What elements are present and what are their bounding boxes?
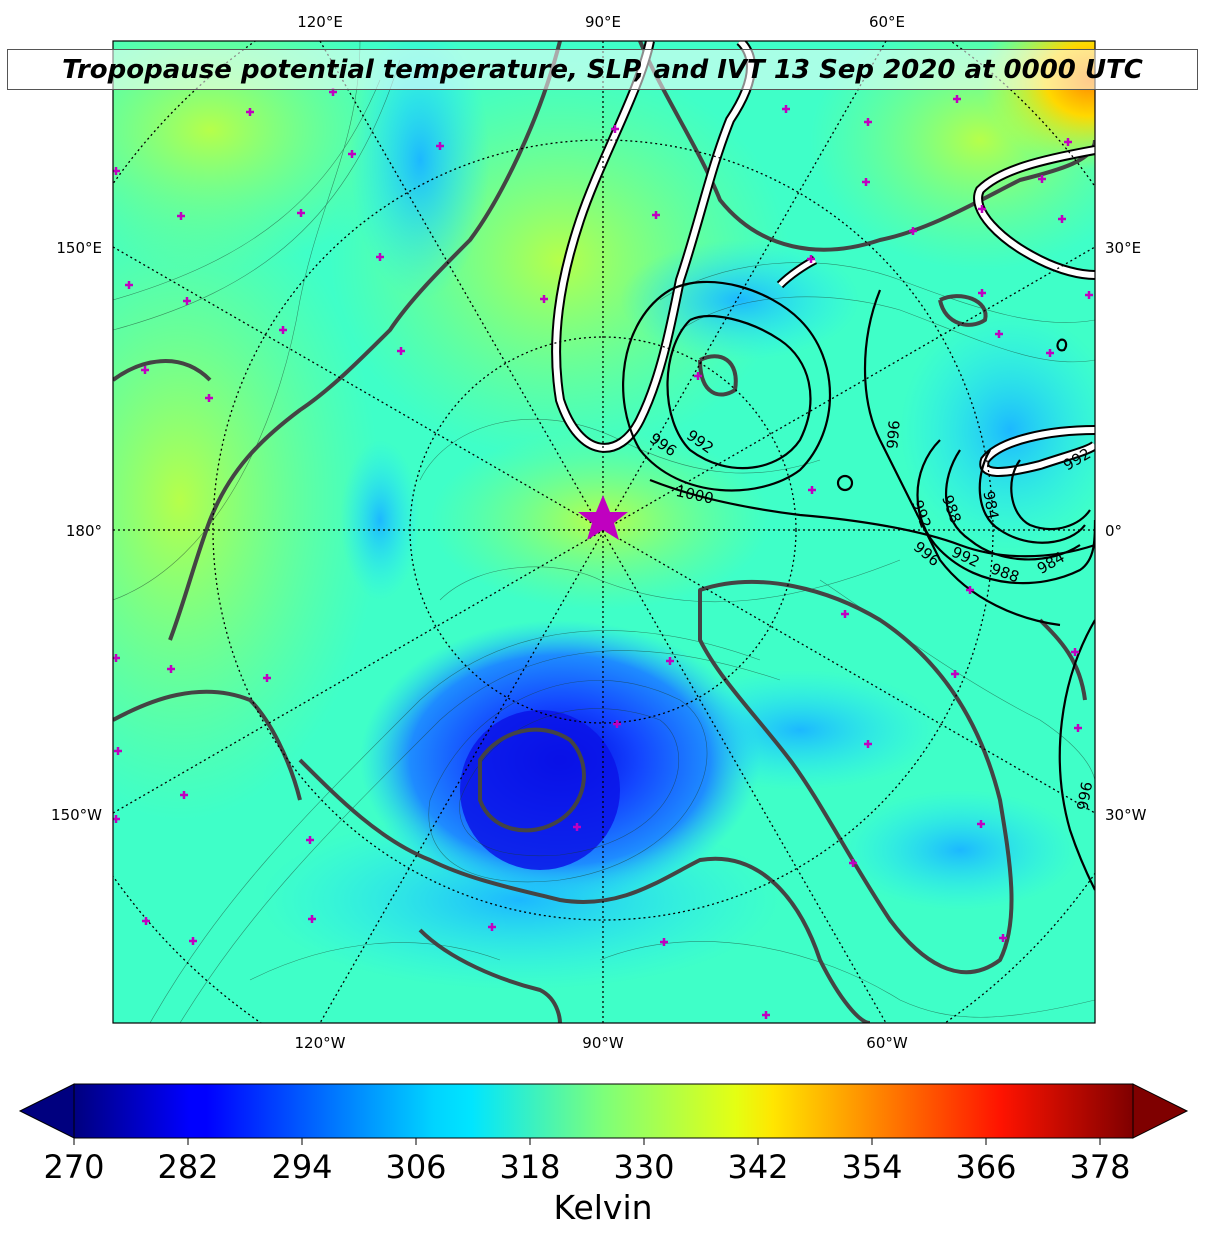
map-title: Tropopause potential temperature, SLP, a… [62, 54, 1143, 85]
colorbar-tick-label: 342 [727, 1148, 788, 1186]
coastline-greenland [698, 579, 1014, 975]
coastline-britain [1038, 618, 1087, 701]
colorbar-tick-label: 366 [955, 1148, 1016, 1186]
longitude-labels: 120°E 90°E 60°E 120°W 90°W 60°W 150°E 18… [51, 13, 1147, 1052]
coastline-eurasia [168, 41, 562, 641]
colorbar-tick-label: 270 [43, 1148, 104, 1186]
lon-label-left: 150°E [56, 239, 102, 257]
colorbar-tick-label: 318 [499, 1148, 560, 1186]
cool-region-northcentral [350, 41, 490, 300]
colorbar: 270 282 294 306 318 330 342 354 366 378 … [18, 1083, 1189, 1227]
lon-label-left: 180° [66, 522, 102, 540]
warm-region-west [113, 180, 380, 820]
title-box: Tropopause potential temperature, SLP, a… [7, 49, 1198, 90]
cool-region-eastern-low [900, 310, 1095, 550]
coastline-north-america [298, 758, 871, 1023]
lon-label-bottom: 90°W [582, 1034, 624, 1052]
slp-label: 996 [1073, 780, 1096, 811]
theta-contours [113, 41, 1095, 1023]
colorbar-bar [73, 1083, 1134, 1139]
colorbar-tick-label: 282 [157, 1148, 218, 1186]
star-marker-icon [578, 495, 628, 540]
lon-label-right: 0° [1105, 522, 1122, 540]
slp-label: 996 [883, 420, 903, 450]
lon-label-left: 150°W [51, 806, 102, 824]
lon-label-top: 90°E [585, 13, 621, 31]
coastline-kamchatka [113, 359, 212, 382]
lon-label-right: 30°E [1105, 239, 1141, 257]
colorbar-tick-label: 294 [271, 1148, 332, 1186]
slp-contours [622, 280, 1095, 891]
cool-region-labrador [840, 790, 1080, 910]
map-panel: 996 992 1000 996 992 988 984 992 996 988… [113, 41, 1096, 1023]
cool-region-siberia-streak [340, 440, 420, 600]
colorbar-tick-label: 330 [613, 1148, 674, 1186]
coastline-iceland [938, 294, 988, 327]
coastline-alaska [113, 689, 302, 801]
lon-label-bottom: 60°W [866, 1034, 908, 1052]
coastlines [113, 41, 1095, 1023]
coastline-hudson-bay [418, 928, 562, 1023]
colorbar-tick-label: 354 [841, 1148, 902, 1186]
colorbar-tick-label: 378 [1069, 1148, 1130, 1186]
lon-label-bottom: 120°W [295, 1034, 346, 1052]
colorbar-extend-low [18, 1083, 75, 1139]
colorbar-extend-high [1132, 1083, 1189, 1139]
lon-label-top: 120°E [297, 13, 343, 31]
colorbar-ticks [73, 1138, 1101, 1145]
colorbar-label: Kelvin [553, 1188, 652, 1227]
coastline-svalbard [698, 354, 738, 397]
lon-label-top: 60°E [869, 13, 905, 31]
coastline-scandinavia [638, 41, 1095, 252]
map-frame [112, 40, 1096, 1024]
tropopause-cold-core [460, 710, 620, 870]
slp-label: 984 [979, 489, 1002, 520]
colorbar-tick-label: 306 [385, 1148, 446, 1186]
coastline-canadian-archipelago [478, 727, 586, 833]
station-markers [113, 88, 1093, 1019]
lon-label-right: 30°W [1105, 806, 1147, 824]
